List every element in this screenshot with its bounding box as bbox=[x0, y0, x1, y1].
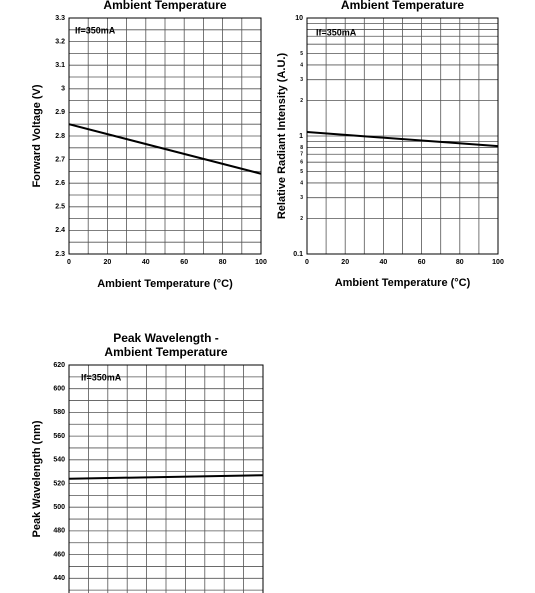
y-tick-label: 560 bbox=[53, 433, 65, 440]
y-tick-label: 2.5 bbox=[55, 204, 65, 211]
data-line bbox=[68, 123, 262, 175]
y-axis-label: Peak Wavelength (nm) bbox=[31, 420, 43, 537]
y-tick-label: 0.1 bbox=[293, 251, 303, 258]
plot-frame bbox=[68, 17, 262, 255]
y-tick-label: 600 bbox=[53, 386, 65, 393]
y-tick-label: 580 bbox=[53, 409, 65, 416]
annotation: If=350mA bbox=[316, 27, 357, 37]
chart-title: Ambient Temperature bbox=[341, 0, 464, 12]
data-line bbox=[306, 131, 499, 148]
plot-frame bbox=[68, 364, 264, 593]
y-tick-label: 3 bbox=[300, 195, 303, 201]
plot-frame bbox=[306, 17, 499, 255]
y-tick-label: 10 bbox=[295, 15, 303, 22]
x-tick-label: 0 bbox=[67, 259, 71, 266]
y-tick-label: 460 bbox=[53, 551, 65, 558]
y-axis-label: Forward Voltage (V) bbox=[31, 84, 43, 187]
x-tick-label: 40 bbox=[142, 259, 150, 266]
y-tick-label: 620 bbox=[53, 362, 65, 369]
x-axis-label: Ambient Temperature (°C) bbox=[335, 277, 471, 289]
x-tick-label: 80 bbox=[219, 259, 227, 266]
annotation: If=350mA bbox=[81, 372, 122, 382]
y-tick-label: 2.7 bbox=[55, 156, 65, 163]
x-tick-label: 40 bbox=[380, 259, 388, 266]
chart-title: Ambient Temperature bbox=[103, 0, 226, 12]
y-tick-label: 2.3 bbox=[55, 251, 65, 258]
y-tick-label: 6 bbox=[300, 160, 303, 166]
y-tick-label: 3 bbox=[61, 86, 65, 93]
y-tick-label: 480 bbox=[53, 528, 65, 535]
chart-title: Ambient Temperature bbox=[104, 345, 227, 359]
y-tick-label: 5 bbox=[300, 51, 303, 57]
y-tick-label: 4 bbox=[300, 180, 303, 186]
y-tick-label: 2.8 bbox=[55, 133, 65, 140]
x-tick-label: 20 bbox=[341, 259, 349, 266]
y-tick-label: 2 bbox=[300, 98, 303, 104]
x-tick-label: 20 bbox=[104, 259, 112, 266]
y-tick-label: 2 bbox=[300, 216, 303, 222]
y-tick-label: 7 bbox=[300, 152, 303, 158]
y-tick-label: 1 bbox=[299, 133, 303, 140]
annotation: If=350mA bbox=[75, 25, 116, 35]
x-tick-label: 80 bbox=[456, 259, 464, 266]
y-tick-label: 5 bbox=[300, 169, 303, 175]
y-tick-label: 2.4 bbox=[55, 227, 65, 234]
x-tick-label: 60 bbox=[418, 259, 426, 266]
x-tick-label: 0 bbox=[305, 259, 309, 266]
x-axis-label: Ambient Temperature (°C) bbox=[97, 278, 233, 290]
x-tick-label: 60 bbox=[180, 259, 188, 266]
y-tick-label: 3 bbox=[300, 77, 303, 83]
y-tick-label: 440 bbox=[53, 575, 65, 582]
y-tick-label: 4 bbox=[300, 62, 303, 68]
y-axis-label: Relative Radiant Intensity (A.U.) bbox=[276, 53, 288, 220]
y-tick-label: 2.9 bbox=[55, 109, 65, 116]
y-tick-label: 520 bbox=[53, 480, 65, 487]
y-tick-label: 2.6 bbox=[55, 180, 65, 187]
y-tick-label: 3.2 bbox=[55, 38, 65, 45]
y-tick-label: 3.1 bbox=[55, 62, 65, 69]
y-tick-label: 500 bbox=[53, 504, 65, 511]
x-tick-label: 100 bbox=[255, 259, 267, 266]
data-line bbox=[68, 474, 264, 480]
y-tick-label: 3.3 bbox=[55, 15, 65, 22]
x-tick-label: 100 bbox=[492, 259, 504, 266]
y-tick-label: 540 bbox=[53, 457, 65, 464]
y-tick-label: 8 bbox=[300, 145, 303, 151]
chart-title: Peak Wavelength - bbox=[113, 331, 219, 345]
